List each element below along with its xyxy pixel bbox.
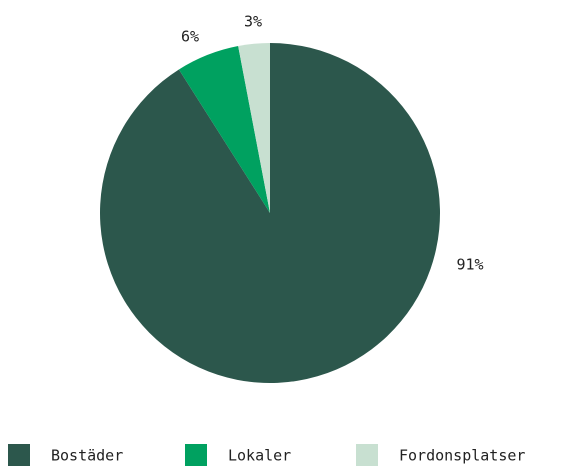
legend-swatch <box>356 444 378 466</box>
pie-slice <box>178 46 270 213</box>
legend-swatch <box>8 444 30 466</box>
legend-label: Lokaler <box>228 447 291 465</box>
legend-label: Bostäder <box>51 447 123 465</box>
data-label: 91% <box>456 256 483 274</box>
legend-label: Fordonsplatser <box>399 447 525 465</box>
pie-slice <box>238 43 270 213</box>
legend-swatch <box>185 444 207 466</box>
data-label: 3% <box>244 13 262 31</box>
data-label: 6% <box>181 28 199 46</box>
pie-slice <box>100 43 441 383</box>
